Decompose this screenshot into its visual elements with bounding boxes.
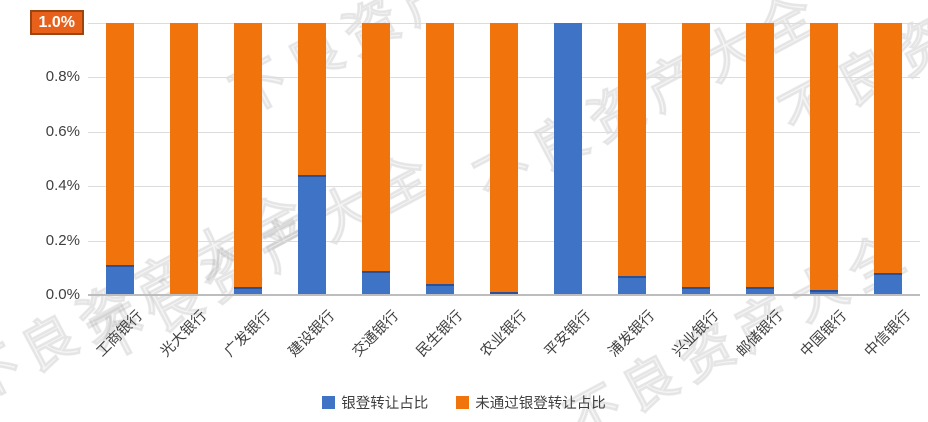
bar-segment-blue bbox=[106, 265, 134, 295]
bar-slot-交通银行 bbox=[344, 23, 408, 295]
bar-slot-中信银行 bbox=[856, 23, 920, 295]
legend-item-bank-transfer: 银登转让占比 bbox=[322, 392, 428, 413]
x-tick-label-建设银行: 建设银行 bbox=[285, 307, 339, 361]
bar-segment-orange bbox=[490, 23, 518, 293]
bar-slot-广发银行 bbox=[216, 23, 280, 295]
x-tick-label-民生银行: 民生银行 bbox=[413, 307, 467, 361]
y-tick-label: 0.2% bbox=[45, 231, 80, 249]
bar-segment-blue bbox=[362, 270, 390, 295]
bar-slot-民生银行 bbox=[408, 23, 472, 295]
bar-segment-orange bbox=[810, 23, 838, 290]
bar-segment-blue bbox=[554, 23, 582, 295]
stacked-bar-广发银行 bbox=[234, 23, 262, 295]
x-tick-label-平安银行: 平安银行 bbox=[541, 307, 595, 361]
bar-segment-orange bbox=[682, 23, 710, 287]
x-axis-line bbox=[88, 294, 920, 296]
legend-swatch-orange bbox=[456, 396, 470, 409]
bar-segment-orange bbox=[746, 23, 774, 287]
bar-segment-blue bbox=[298, 175, 326, 295]
y-tick-label: 0.0% bbox=[45, 286, 80, 303]
bar-segment-blue bbox=[490, 292, 518, 295]
stacked-bar-兴业银行 bbox=[682, 23, 710, 295]
bar-segment-orange bbox=[362, 23, 390, 271]
bar-segment-orange bbox=[874, 23, 902, 274]
bar-slot-工商银行 bbox=[88, 23, 152, 295]
bar-slot-邮储银行 bbox=[728, 23, 792, 295]
stacked-bar-农业银行 bbox=[490, 23, 518, 295]
bar-slot-光大银行 bbox=[152, 23, 216, 295]
x-tick-label-中国银行: 中国银行 bbox=[797, 307, 851, 361]
bar-slot-兴业银行 bbox=[664, 23, 728, 295]
stacked-bar-建设银行 bbox=[298, 23, 326, 295]
stacked-bar-浦发银行 bbox=[618, 23, 646, 295]
bar-slot-平安银行 bbox=[536, 23, 600, 295]
y-tick-label: 0.6% bbox=[45, 122, 80, 140]
legend-label: 未通过银登转让占比 bbox=[475, 396, 606, 412]
bar-segment-blue bbox=[234, 286, 262, 295]
bar-segment-blue bbox=[682, 286, 710, 295]
x-tick-label-交通银行: 交通银行 bbox=[349, 307, 403, 361]
y-tick-label: 0.4% bbox=[45, 177, 80, 195]
bar-slot-浦发银行 bbox=[600, 23, 664, 295]
legend: 银登转让占比 未通过银登转让占比 bbox=[0, 392, 928, 413]
bar-segment-blue bbox=[810, 289, 838, 295]
stacked-bar-工商银行 bbox=[106, 23, 134, 295]
stacked-bar-邮储银行 bbox=[746, 23, 774, 295]
x-tick-label-广发银行: 广发银行 bbox=[221, 307, 275, 361]
x-tick-label-光大银行: 光大银行 bbox=[157, 307, 211, 361]
bar-segment-orange bbox=[618, 23, 646, 276]
bar-segment-orange bbox=[298, 23, 326, 176]
stacked-bar-光大银行 bbox=[170, 23, 198, 295]
bar-segment-orange bbox=[426, 23, 454, 285]
bar-segment-orange bbox=[170, 23, 198, 295]
x-tick-label-兴业银行: 兴业银行 bbox=[669, 307, 723, 361]
bar-slot-农业银行 bbox=[472, 23, 536, 295]
x-tick-label-农业银行: 农业银行 bbox=[477, 307, 531, 361]
x-tick-label-中信银行: 中信银行 bbox=[861, 307, 915, 361]
y-axis: 0.0% 0.2% 0.4% 0.6% 0.8% 1.0% bbox=[0, 10, 84, 303]
bars-container bbox=[88, 23, 920, 295]
stacked-bar-中国银行 bbox=[810, 23, 838, 295]
bar-slot-建设银行 bbox=[280, 23, 344, 295]
highlighted-y-tick: 1.0% bbox=[29, 10, 84, 35]
stacked-bar-平安银行 bbox=[554, 23, 582, 295]
stacked-bar-中信银行 bbox=[874, 23, 902, 295]
bar-segment-blue bbox=[746, 286, 774, 295]
y-tick-label: 0.8% bbox=[45, 68, 80, 86]
bar-segment-orange bbox=[106, 23, 134, 266]
bar-segment-blue bbox=[426, 284, 454, 295]
legend-label: 银登转让占比 bbox=[341, 396, 429, 412]
x-tick-label-浦发银行: 浦发银行 bbox=[605, 307, 659, 361]
y-tick-label: 1.0% bbox=[0, 10, 84, 35]
bar-segment-blue bbox=[874, 273, 902, 295]
stacked-bar-交通银行 bbox=[362, 23, 390, 295]
legend-swatch-blue bbox=[322, 396, 336, 409]
bar-segment-blue bbox=[618, 275, 646, 295]
plot-area bbox=[88, 23, 920, 296]
bar-slot-中国银行 bbox=[792, 23, 856, 295]
legend-item-non-bank-transfer: 未通过银登转让占比 bbox=[456, 392, 606, 413]
x-tick-label-邮储银行: 邮储银行 bbox=[733, 307, 787, 361]
stacked-bar-民生银行 bbox=[426, 23, 454, 295]
bar-segment-orange bbox=[234, 23, 262, 287]
x-tick-label-工商银行: 工商银行 bbox=[93, 307, 147, 361]
